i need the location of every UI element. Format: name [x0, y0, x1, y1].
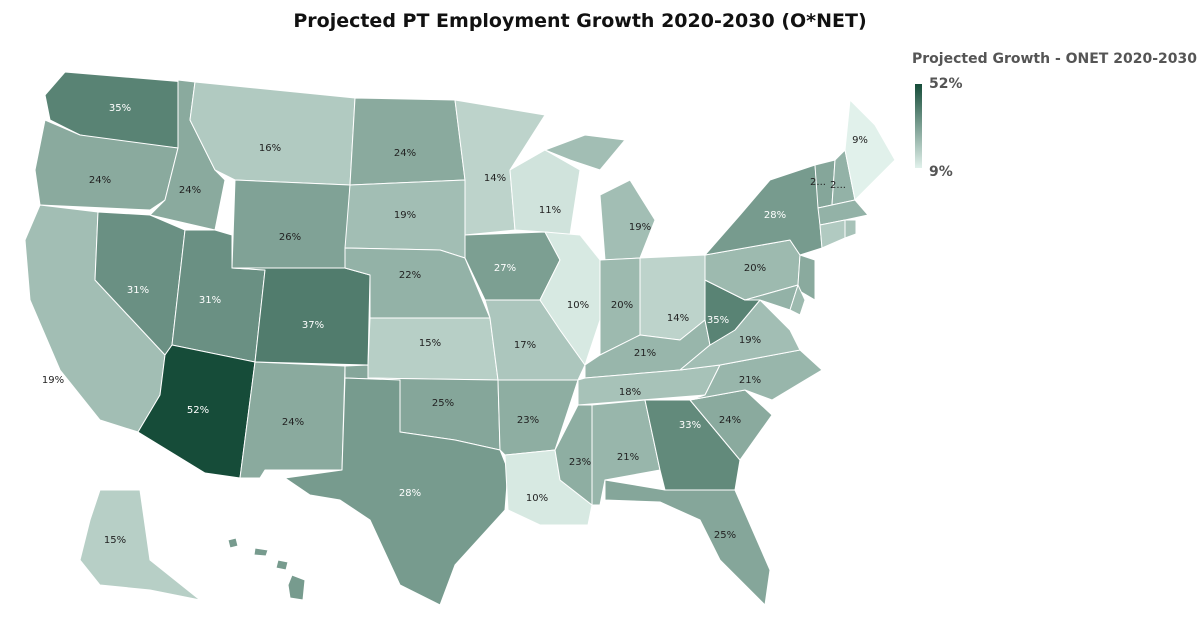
state-value-label: 18%: [619, 387, 641, 398]
state-value-label: 26%: [279, 232, 301, 243]
state-shape[interactable]: [819, 219, 846, 249]
state-tx[interactable]: 28%: [284, 377, 509, 606]
state-value-label: 20%: [744, 263, 766, 274]
state-shape[interactable]: [349, 97, 466, 186]
state-shape[interactable]: [744, 284, 799, 311]
state-shape[interactable]: [789, 284, 806, 316]
state-value-label: 14%: [667, 313, 689, 324]
state-shape[interactable]: [509, 149, 581, 236]
state-sd[interactable]: 19%: [344, 179, 466, 259]
state-shape[interactable]: [844, 99, 896, 201]
state-shape[interactable]: [189, 81, 356, 186]
state-value-label: 35%: [109, 103, 131, 114]
state-value-label: 33%: [679, 420, 701, 431]
state-shape[interactable]: [79, 489, 201, 601]
state-shape[interactable]: [844, 219, 857, 239]
state-shape[interactable]: [367, 317, 499, 381]
state-fl[interactable]: 25%: [604, 479, 771, 606]
state-md[interactable]: [744, 284, 799, 311]
state-shape[interactable]: [284, 377, 509, 606]
state-de[interactable]: [789, 284, 806, 316]
state-wi[interactable]: 11%: [509, 149, 581, 236]
state-hi[interactable]: [227, 537, 306, 601]
state-value-label: 21%: [634, 348, 656, 359]
state-value-label: 21%: [617, 452, 639, 463]
state-value-label: 35%: [707, 315, 729, 326]
state-value-label: 24%: [282, 417, 304, 428]
state-value-label: 27%: [494, 263, 516, 274]
state-value-label: 25%: [714, 530, 736, 541]
state-value-label: 24%: [179, 185, 201, 196]
state-nd[interactable]: 24%: [349, 97, 466, 186]
state-value-label: 15%: [104, 535, 126, 546]
state-value-label: 10%: [526, 493, 548, 504]
state-value-label: 19%: [394, 210, 416, 221]
state-mi[interactable]: 19%: [544, 134, 656, 261]
state-shape[interactable]: [227, 537, 306, 601]
state-value-label: 22%: [399, 270, 421, 281]
state-value-label: 21%: [739, 375, 761, 386]
state-value-label: 31%: [199, 295, 221, 306]
state-wy[interactable]: 26%: [231, 179, 351, 269]
state-ct[interactable]: [819, 219, 846, 249]
map-title: Projected PT Employment Growth 2020-2030…: [293, 10, 867, 32]
state-ma[interactable]: [817, 199, 869, 226]
state-shape[interactable]: [797, 254, 816, 301]
state-value-label: 19%: [42, 375, 64, 386]
state-value-label: 24%: [719, 415, 741, 426]
state-shape[interactable]: [231, 179, 351, 269]
state-value-label: 9%: [852, 135, 868, 146]
state-value-label: 20%: [611, 300, 633, 311]
state-shape[interactable]: [34, 119, 179, 211]
state-value-label: 28%: [399, 488, 421, 499]
state-ri[interactable]: [844, 219, 857, 239]
state-or[interactable]: 24%: [34, 119, 179, 211]
state-value-label: 15%: [419, 338, 441, 349]
state-mt[interactable]: 16%: [189, 81, 356, 186]
state-value-label: 23%: [569, 457, 591, 468]
state-value-label: 25%: [432, 398, 454, 409]
state-value-label: 24%: [89, 175, 111, 186]
state-value-label: 52%: [187, 405, 209, 416]
state-shape[interactable]: [544, 134, 656, 261]
legend-min-label: 9%: [929, 164, 953, 180]
state-ak[interactable]: 15%: [79, 489, 201, 601]
state-value-label: 17%: [514, 340, 536, 351]
state-value-label: 23%: [517, 415, 539, 426]
state-value-label: 24%: [394, 148, 416, 159]
state-ny[interactable]: 28%: [704, 164, 823, 256]
legend-gradient-bar: [915, 84, 922, 168]
state-me[interactable]: 9%: [844, 99, 896, 201]
state-nj[interactable]: [797, 254, 816, 301]
state-value-label: 19%: [739, 335, 761, 346]
state-value-label: 14%: [484, 173, 506, 184]
state-value-label: 31%: [127, 285, 149, 296]
state-value-label: 37%: [302, 320, 324, 331]
state-value-label: 2...: [830, 180, 846, 191]
state-nm[interactable]: 24%: [239, 361, 346, 479]
legend-max-label: 52%: [929, 76, 963, 92]
state-value-label: 19%: [629, 222, 651, 233]
legend-title: Projected Growth - ONET 2020-2030: [912, 51, 1197, 67]
state-value-label: 28%: [764, 210, 786, 221]
state-shape[interactable]: [604, 479, 771, 606]
state-value-label: 16%: [259, 143, 281, 154]
state-value-label: 11%: [539, 205, 561, 216]
state-value-label: 2...: [810, 177, 826, 188]
state-value-label: 10%: [567, 300, 589, 311]
state-ks[interactable]: 15%: [367, 317, 499, 381]
state-shape[interactable]: [817, 199, 869, 226]
